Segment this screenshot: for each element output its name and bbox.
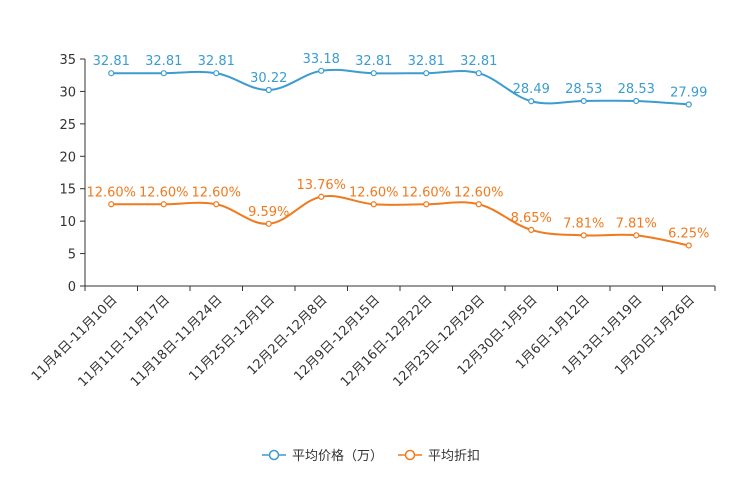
data-point — [265, 220, 272, 227]
y-tick-label: 35 — [59, 53, 76, 68]
y-tick-label: 15 — [59, 183, 76, 198]
y-tick-label: 10 — [59, 215, 76, 230]
data-label: 32.81 — [198, 54, 235, 69]
legend-label: 平均价格（万） — [292, 448, 383, 464]
data-point — [108, 70, 115, 77]
data-point — [370, 70, 377, 77]
data-point — [475, 70, 482, 77]
y-tick-label: 20 — [59, 150, 76, 165]
y-tick-label: 25 — [59, 118, 76, 133]
data-label: 7.81% — [563, 216, 604, 231]
data-point — [213, 70, 220, 77]
data-point — [423, 70, 430, 77]
data-point — [528, 226, 535, 233]
y-tick-label: 0 — [68, 280, 76, 295]
data-label: 12.60% — [191, 185, 241, 200]
legend-marker-icon — [404, 449, 416, 461]
data-label: 33.18 — [303, 52, 340, 67]
data-point — [108, 201, 115, 208]
x-tick-label: 11月4日-11月10日 — [29, 293, 121, 385]
data-label: 27.99 — [670, 85, 707, 100]
data-point — [633, 97, 640, 105]
data-label: 28.53 — [565, 82, 602, 97]
data-point — [528, 98, 535, 105]
data-label: 32.81 — [93, 54, 130, 69]
data-label: 12.60% — [454, 185, 504, 200]
data-label: 32.81 — [355, 54, 392, 69]
x-tick-label: 11月11日-11月17日 — [76, 293, 173, 390]
y-tick-label: 5 — [68, 248, 76, 263]
data-point — [685, 101, 692, 108]
legend-label: 平均折扣 — [428, 449, 480, 464]
data-label: 12.60% — [139, 185, 189, 200]
data-point — [423, 201, 430, 208]
data-label: 6.25% — [668, 226, 709, 241]
series-line-2 — [111, 195, 689, 247]
data-label: 28.53 — [618, 82, 655, 97]
data-point — [685, 242, 692, 249]
data-point — [475, 201, 482, 208]
data-label: 7.81% — [616, 216, 657, 231]
data-label: 12.60% — [86, 185, 136, 200]
data-label: 12.60% — [349, 185, 399, 200]
series-line-1 — [111, 68, 689, 106]
data-label: 30.22 — [250, 71, 287, 86]
data-point — [318, 193, 325, 200]
legend-marker-icon — [268, 449, 280, 461]
data-point — [160, 70, 167, 77]
data-label: 9.59% — [248, 205, 289, 220]
data-point — [213, 201, 220, 208]
data-point — [160, 201, 167, 208]
data-label: 8.65% — [511, 211, 552, 226]
data-point — [265, 86, 272, 94]
data-label: 32.81 — [460, 54, 497, 69]
x-tick-label: 12月23日-12月29日 — [391, 293, 488, 390]
data-label: 12.60% — [401, 185, 451, 200]
data-label: 32.81 — [408, 54, 445, 69]
data-point — [370, 201, 377, 208]
data-point — [318, 67, 325, 74]
x-tick-label: 11月18日-11月24日 — [128, 293, 225, 390]
data-point — [580, 232, 587, 239]
data-point — [633, 232, 640, 239]
x-tick-label: 12月16日-12月22日 — [338, 293, 435, 390]
data-label: 32.81 — [145, 54, 182, 69]
data-label: 13.76% — [296, 178, 346, 193]
data-label: 28.49 — [513, 82, 550, 97]
data-point — [580, 97, 587, 105]
y-tick-label: 30 — [59, 85, 76, 100]
